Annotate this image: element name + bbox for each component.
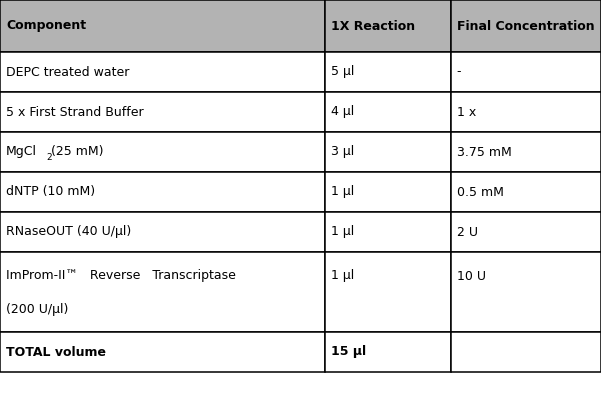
Text: 2 U: 2 U [457, 226, 478, 239]
Text: 3.75 mM: 3.75 mM [457, 145, 511, 158]
Text: -: - [457, 66, 461, 79]
Text: TOTAL volume: TOTAL volume [6, 345, 106, 358]
Bar [0, 132, 326, 172]
Text: 1X Reaction: 1X Reaction [331, 20, 415, 33]
Text: (200 U/μl): (200 U/μl) [6, 303, 69, 316]
Text: ImProm-II™   Reverse   Transcriptase: ImProm-II™ Reverse Transcriptase [6, 270, 236, 283]
Bar [451, 212, 601, 252]
Bar [326, 52, 451, 92]
Text: 5 x First Strand Buffer: 5 x First Strand Buffer [6, 105, 144, 119]
Bar [0, 0, 326, 52]
Text: 10 U: 10 U [457, 270, 486, 283]
Bar [0, 252, 326, 332]
Text: 1 μl: 1 μl [331, 270, 355, 283]
Text: 3 μl: 3 μl [331, 145, 355, 158]
Bar [326, 92, 451, 132]
Bar [451, 92, 601, 132]
Bar [0, 172, 326, 212]
Bar [0, 212, 326, 252]
Text: 1 μl: 1 μl [331, 185, 355, 198]
Text: dNTP (10 mM): dNTP (10 mM) [6, 185, 95, 198]
Bar [326, 212, 451, 252]
Bar [451, 172, 601, 212]
Bar [0, 332, 326, 372]
Bar [326, 252, 451, 332]
Bar [451, 332, 601, 372]
Bar [451, 52, 601, 92]
Text: 0.5 mM: 0.5 mM [457, 185, 504, 198]
Text: DEPC treated water: DEPC treated water [6, 66, 129, 79]
Bar [451, 252, 601, 332]
Bar [451, 0, 601, 52]
Text: MgCl: MgCl [6, 145, 37, 158]
Bar [326, 132, 451, 172]
Text: Component: Component [6, 20, 86, 33]
Text: Final Concentration: Final Concentration [457, 20, 594, 33]
Text: (25 mM): (25 mM) [47, 145, 104, 158]
Text: 1 x: 1 x [457, 105, 476, 119]
Bar [326, 0, 451, 52]
Bar [326, 332, 451, 372]
Text: RNaseOUT (40 U/μl): RNaseOUT (40 U/μl) [6, 226, 131, 239]
Bar [0, 92, 326, 132]
Text: 1 μl: 1 μl [331, 226, 355, 239]
Bar [0, 52, 326, 92]
Text: 15 μl: 15 μl [331, 345, 367, 358]
Bar [326, 172, 451, 212]
Text: 4 μl: 4 μl [331, 105, 355, 119]
Text: 5 μl: 5 μl [331, 66, 355, 79]
Text: 2: 2 [46, 154, 52, 162]
Bar [451, 132, 601, 172]
